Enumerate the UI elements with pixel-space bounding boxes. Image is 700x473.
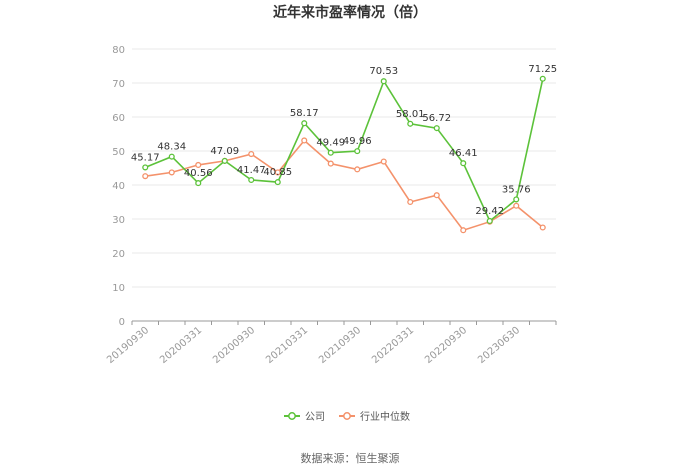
y-tick-label: 0 — [119, 317, 125, 328]
legend: 公司 行业中位数 — [284, 410, 410, 423]
data-label: 29.42 — [475, 206, 504, 217]
y-tick-label: 30 — [112, 215, 125, 226]
data-point — [195, 161, 202, 168]
grid — [132, 48, 556, 288]
data-label: 40.56 — [184, 168, 213, 179]
data-point — [221, 157, 228, 164]
x-axis: 20190930 20200331 20200930 20210331 20210930… — [105, 320, 557, 366]
data-point — [433, 125, 440, 132]
data-point — [142, 173, 149, 180]
legend-label: 公司 — [305, 412, 325, 423]
data-point — [327, 160, 334, 167]
data-point — [274, 169, 281, 176]
x-tick-label: 20200930 — [211, 325, 257, 366]
source-note: 数据来源：恒生聚源 — [301, 451, 400, 465]
chart-title: 近年来市盈率情况（倍） — [273, 4, 427, 21]
series-layer — [142, 75, 546, 234]
data-point — [486, 217, 493, 225]
data-label: 47.09 — [210, 146, 239, 157]
data-point — [433, 192, 440, 199]
y-tick-label: 60 — [112, 113, 125, 124]
y-tick-label: 20 — [112, 249, 125, 260]
data-label: 49.96 — [343, 136, 372, 147]
data-point — [168, 169, 175, 176]
data-point — [380, 158, 387, 165]
data-point — [513, 202, 520, 209]
legend-marker — [288, 412, 296, 420]
data-label: 58.17 — [290, 108, 319, 119]
data-label: 70.53 — [369, 66, 398, 77]
data-label: 56.72 — [422, 113, 451, 124]
data-point — [248, 151, 255, 158]
data-point — [460, 160, 467, 167]
legend-label: 行业中位数 — [360, 410, 410, 423]
data-label: 46.41 — [449, 148, 478, 159]
legend-marker — [343, 412, 351, 420]
x-tick-label: 20210930 — [317, 325, 363, 366]
data-point — [354, 148, 361, 155]
y-tick-label: 70 — [112, 79, 125, 90]
y-tick-label: 10 — [112, 283, 125, 294]
y-tick-label: 50 — [112, 147, 125, 158]
x-tick-label: 20200331 — [158, 325, 204, 366]
data-point — [460, 227, 467, 234]
data-point — [539, 224, 546, 231]
x-tick-label: 20230630 — [476, 325, 522, 366]
data-point — [142, 164, 149, 171]
data-point — [354, 166, 361, 173]
y-axis: 0 10 20 30 40 50 60 70 80 — [112, 45, 125, 328]
data-label: 58.01 — [396, 109, 425, 120]
data-point — [248, 176, 255, 184]
data-point — [407, 120, 414, 127]
data-point — [513, 196, 520, 203]
data-point — [168, 153, 175, 160]
data-label: 49.49 — [316, 138, 345, 149]
data-point — [195, 180, 202, 187]
y-tick-label: 80 — [112, 45, 125, 56]
data-label: 35.76 — [502, 184, 531, 195]
y-tick-label: 40 — [112, 181, 125, 192]
data-point — [301, 137, 308, 144]
data-point — [407, 198, 414, 206]
data-label: 40.85 — [263, 167, 292, 178]
data-point — [539, 75, 546, 82]
data-label: 45.17 — [131, 152, 160, 163]
data-label: 71.25 — [528, 64, 557, 75]
x-tick-label: 20210331 — [264, 325, 310, 366]
data-point — [301, 120, 308, 127]
series-line — [144, 78, 544, 223]
data-point — [327, 149, 334, 156]
data-point — [274, 179, 281, 186]
data-label: 41.47 — [237, 165, 266, 176]
series-line — [145, 139, 544, 232]
data-point — [380, 78, 387, 85]
x-tick-label: 20190930 — [105, 325, 151, 366]
data-label: 48.34 — [157, 142, 186, 153]
x-tick-label: 20220930 — [423, 325, 469, 366]
x-tick-label: 20220331 — [370, 325, 416, 366]
